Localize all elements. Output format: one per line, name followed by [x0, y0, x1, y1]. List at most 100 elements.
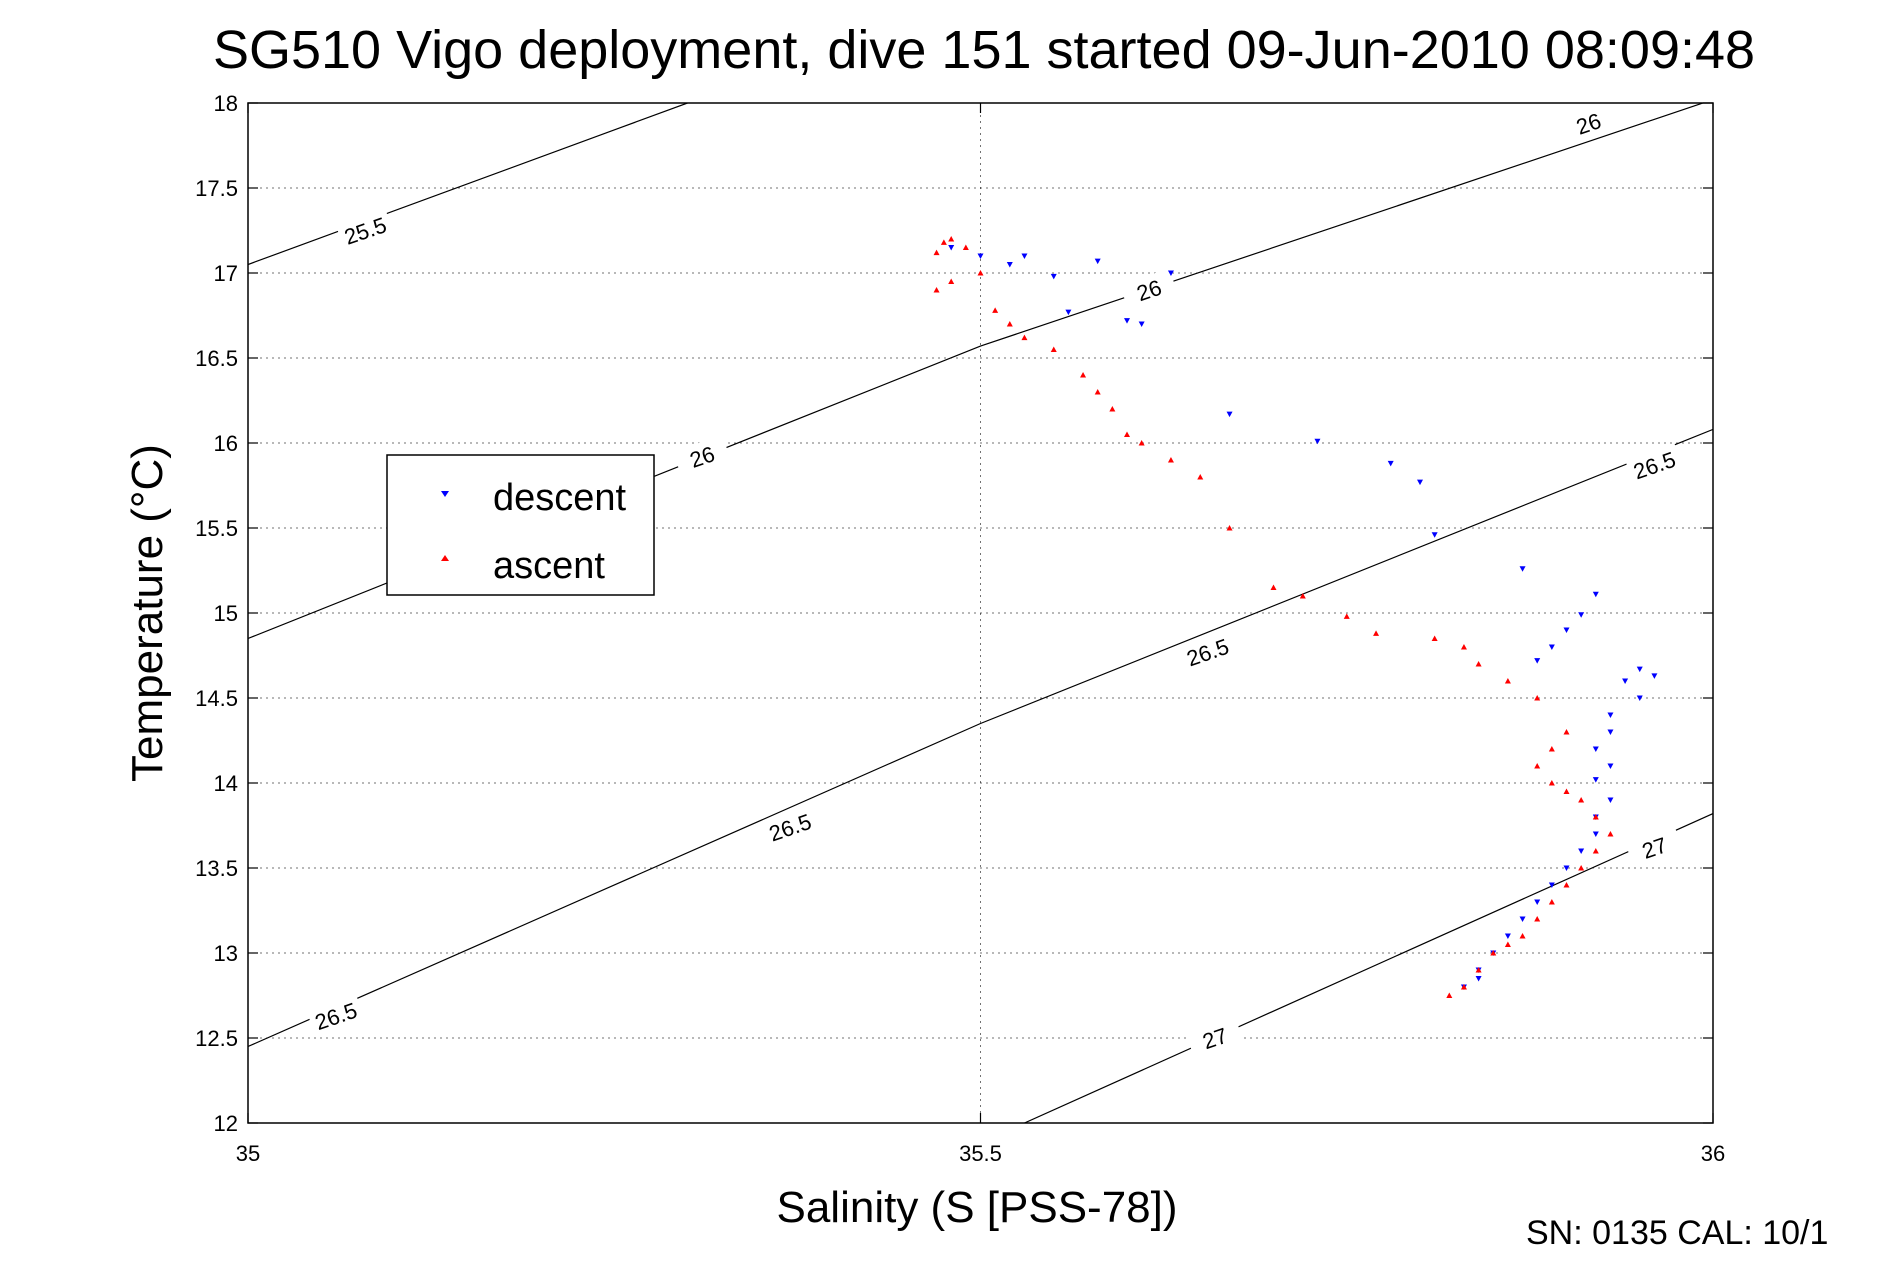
- contour-label-bg: [1559, 101, 1617, 144]
- descent-point: [1651, 673, 1658, 679]
- descent-point: [1607, 797, 1614, 803]
- contour-label: 26.5: [312, 998, 361, 1036]
- ascent-point: [1592, 814, 1599, 820]
- ascent-point: [1460, 984, 1467, 990]
- descent-point: [1138, 321, 1145, 327]
- ascent-point: [1006, 321, 1013, 327]
- contour-label-bg: [1625, 443, 1683, 485]
- contour-label-group: 25.5: [336, 208, 394, 251]
- descent-point: [1387, 460, 1394, 467]
- y-axis-label: Temperature (°C): [123, 444, 172, 782]
- ascent-point: [1578, 865, 1585, 871]
- descent-point: [1167, 270, 1174, 276]
- descent-point: [1534, 899, 1541, 905]
- x-tick-label: 35.5: [959, 1141, 1002, 1166]
- ascent-point: [933, 249, 940, 256]
- descent-point: [1563, 865, 1570, 871]
- ascent-point: [1446, 992, 1453, 998]
- ascent-point: [1475, 967, 1482, 973]
- contour-label-bg: [1178, 630, 1237, 672]
- density-contour-27: [1024, 813, 1713, 1123]
- ascent-point: [948, 236, 955, 242]
- contour-label: 25.5: [341, 212, 390, 250]
- legend-marker-descent: [441, 491, 449, 497]
- legend-label-descent: descent: [493, 477, 627, 519]
- density-contour-26.5: [248, 428, 1713, 1048]
- contour-label-bg: [306, 994, 365, 1036]
- descent-point: [1534, 658, 1541, 664]
- descent-point: [1475, 976, 1482, 982]
- ascent-point: [1519, 933, 1526, 939]
- ascent-point: [1226, 525, 1233, 531]
- contour-label-bg: [1185, 1016, 1244, 1058]
- ascent-point: [1548, 899, 1555, 905]
- descent-point: [1050, 273, 1057, 280]
- y-tick-label: 13.5: [195, 856, 238, 881]
- ascent-point: [1197, 474, 1204, 480]
- descent-point: [1504, 933, 1511, 939]
- descent-point: [1519, 916, 1526, 922]
- descent-point: [1578, 848, 1585, 854]
- descent-point: [1094, 258, 1101, 265]
- legend-box: [386, 454, 655, 596]
- ascent-point: [1460, 644, 1467, 650]
- ascent-point: [1504, 941, 1511, 947]
- density-contours: 25.5 26 26 26 26.5 26.5 26.5 26.5 27 27: [248, 101, 1713, 1123]
- contour-label-group: 26.5: [1178, 630, 1237, 672]
- y-tick-label: 12: [214, 1111, 238, 1136]
- ascent-point: [992, 307, 999, 313]
- ascent-point: [1563, 729, 1570, 735]
- ascent-point: [1563, 788, 1570, 794]
- descent-point: [1548, 644, 1555, 650]
- y-tick-label: 15.5: [195, 516, 238, 541]
- contour-label-group: 26.5: [306, 994, 365, 1036]
- ascent-point: [1578, 797, 1585, 803]
- descent-point: [1592, 777, 1599, 783]
- descent-point: [1431, 532, 1438, 538]
- ascent-point: [1431, 635, 1438, 641]
- ascent-point: [1504, 678, 1511, 684]
- ascent-point: [1548, 746, 1555, 752]
- descent-point: [1607, 763, 1614, 769]
- y-tick-label: 14: [214, 771, 238, 796]
- contour-label-bg: [336, 208, 394, 251]
- descent-point: [1592, 591, 1599, 598]
- ascent-point: [1050, 346, 1057, 352]
- ascent-point: [1109, 406, 1116, 412]
- ascent-point: [1592, 848, 1599, 854]
- descent-point: [1519, 566, 1526, 572]
- descent-point: [1226, 411, 1233, 418]
- descent-point: [1622, 678, 1629, 684]
- contour-label-bg: [673, 434, 731, 477]
- y-tick-label: 16.5: [195, 346, 238, 371]
- descent-point: [1592, 831, 1599, 837]
- x-tick-label: 36: [1701, 1141, 1725, 1166]
- x-tick-label: 35: [236, 1141, 260, 1166]
- ascent-point: [1124, 431, 1130, 437]
- y-tick-label: 16: [214, 431, 238, 456]
- contour-label-group: 26.5: [1625, 443, 1683, 485]
- contour-label: 26.5: [1630, 447, 1679, 485]
- y-tick-label: 14.5: [195, 686, 238, 711]
- ascent-point: [1094, 389, 1101, 395]
- descent-point: [977, 253, 984, 259]
- descent-point: [1065, 309, 1072, 316]
- contour-label-bg: [1119, 268, 1178, 310]
- descent-point: [1607, 729, 1614, 735]
- density-contour-25.5: [248, 103, 688, 266]
- ascent-point: [1138, 440, 1145, 446]
- descent-point: [1548, 882, 1555, 888]
- descent-point: [1563, 627, 1570, 633]
- ascent-point: [1270, 584, 1277, 590]
- descent-point: [1006, 262, 1013, 268]
- y-tick-label: 17: [214, 261, 238, 286]
- y-tick-label: 13: [214, 941, 238, 966]
- y-tick-label: 18: [214, 91, 238, 116]
- descent-point: [1578, 612, 1585, 618]
- legend-marker-ascent: [441, 555, 449, 561]
- y-tick-label: 12.5: [195, 1026, 238, 1051]
- contour-label-group: 26: [1119, 268, 1178, 310]
- contour-label-bg: [1625, 825, 1683, 868]
- contour-label-group: 27: [1625, 825, 1683, 868]
